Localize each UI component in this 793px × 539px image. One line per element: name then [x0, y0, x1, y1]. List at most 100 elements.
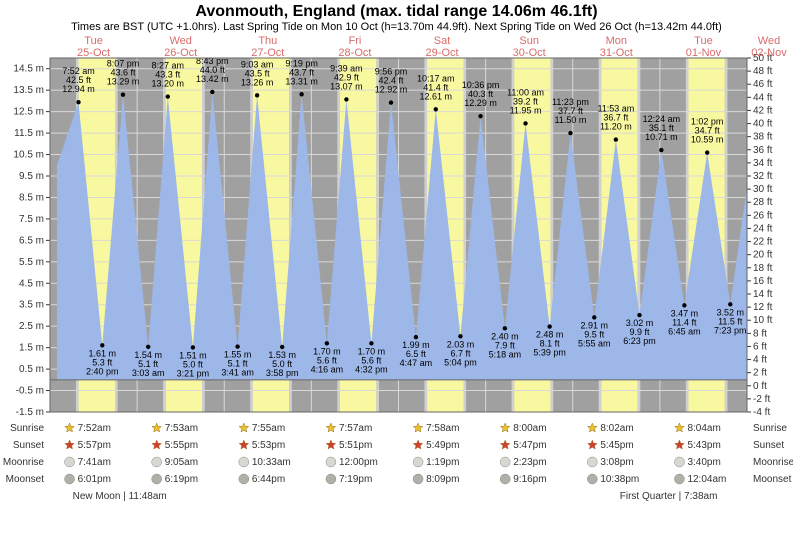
high-tide-point	[166, 94, 170, 98]
day-dow: Thu	[258, 35, 277, 47]
footer-value: 5:51pm	[339, 440, 372, 451]
tide-label: 7:23 pm	[714, 325, 747, 335]
footer-value: 7:55am	[252, 423, 285, 434]
footer-row-label: Moonrise	[3, 457, 45, 468]
tide-label: 5:04 pm	[444, 357, 477, 367]
tide-label: 11.50 m	[555, 115, 587, 125]
tide-label: 4:32 pm	[355, 364, 388, 374]
moonrise-icon	[152, 457, 162, 467]
low-tide-point	[728, 302, 732, 306]
y-left-tick: 3.5 m	[19, 300, 44, 311]
footer-row-label: Sunrise	[10, 423, 44, 434]
footer-value: 10:33am	[252, 457, 291, 468]
sunset-icon	[675, 440, 685, 449]
y-right-tick: 34 ft	[753, 158, 773, 169]
tide-label: 5:55 am	[578, 338, 611, 348]
low-tide-point	[146, 345, 150, 349]
day-date: 29-Oct	[426, 47, 459, 59]
sunrise-icon	[152, 423, 162, 432]
low-tide-point	[547, 324, 551, 328]
footer-value: 5:47pm	[513, 440, 546, 451]
footer-value: 3:40pm	[687, 457, 720, 468]
low-tide-point	[503, 326, 507, 330]
y-left-tick: 6.5 m	[19, 235, 44, 246]
footer-value: 5:57pm	[78, 440, 111, 451]
moonset-icon	[674, 474, 684, 484]
footer-value: 8:04am	[687, 423, 720, 434]
y-left-tick: 13.5 m	[13, 85, 44, 96]
y-right-tick: -4 ft	[753, 407, 770, 418]
footer-value: 7:52am	[78, 423, 111, 434]
y-right-tick: 22 ft	[753, 237, 773, 248]
sunrise-icon	[413, 423, 423, 432]
tide-label: 11.20 m	[600, 122, 632, 132]
tide-label: 3:58 pm	[266, 368, 299, 378]
tide-label: 3:41 am	[221, 368, 254, 378]
y-left-tick: 2.5 m	[19, 321, 44, 332]
y-left-tick: 4.5 m	[19, 278, 44, 289]
y-left-tick: 1.5 m	[19, 343, 44, 354]
low-tide-point	[325, 341, 329, 345]
y-left-tick: -1.5 m	[16, 407, 44, 418]
sunrise-icon	[500, 423, 510, 432]
tide-label: 10.71 m	[645, 132, 678, 142]
high-tide-point	[568, 131, 572, 135]
y-left-tick: 5.5 m	[19, 257, 44, 268]
day-dow: Fri	[349, 35, 362, 47]
day-date: 01-Nov	[686, 47, 722, 59]
y-right-tick: 6 ft	[753, 341, 767, 352]
y-right-tick: 38 ft	[753, 132, 773, 143]
low-tide-point	[414, 335, 418, 339]
footer-value: 3:08pm	[600, 457, 633, 468]
tide-label: 13.20 m	[152, 79, 185, 89]
moonset-icon	[500, 474, 510, 484]
footer-value: 8:09pm	[426, 474, 459, 485]
high-tide-point	[255, 93, 259, 97]
y-right-tick: 28 ft	[753, 197, 773, 208]
y-right-tick: 20 ft	[753, 250, 773, 261]
footer-value: 6:01pm	[78, 474, 111, 485]
tide-label: 12.29 m	[464, 98, 497, 108]
tide-label: 4:16 am	[311, 364, 344, 374]
low-tide-point	[191, 345, 195, 349]
footer-value: 8:02am	[600, 423, 633, 434]
moonrise-icon	[500, 457, 510, 467]
sunset-icon	[588, 440, 598, 449]
y-right-tick: 24 ft	[753, 223, 773, 234]
low-tide-point	[458, 334, 462, 338]
high-tide-point	[659, 148, 663, 152]
y-right-tick: 18 ft	[753, 263, 773, 274]
moonset-icon	[152, 474, 162, 484]
low-tide-point	[280, 345, 284, 349]
footer-value: 5:45pm	[600, 440, 633, 451]
y-right-tick: 46 ft	[753, 79, 773, 90]
y-right-tick: 4 ft	[753, 355, 767, 366]
footer-row-label: Sunset	[753, 440, 784, 451]
day-date: 30-Oct	[513, 47, 546, 59]
low-tide-point	[235, 344, 239, 348]
footer-value: 5:43pm	[687, 440, 720, 451]
y-right-tick: 26 ft	[753, 210, 773, 221]
footer-value: 5:53pm	[252, 440, 285, 451]
y-right-tick: 32 ft	[753, 171, 773, 182]
moonset-icon	[326, 474, 336, 484]
high-tide-point	[121, 92, 125, 96]
y-right-tick: 2 ft	[753, 368, 767, 379]
sunrise-icon	[675, 423, 685, 432]
footer-value: 6:19pm	[165, 474, 198, 485]
moonrise-icon	[587, 457, 597, 467]
y-left-tick: 0.5 m	[19, 364, 44, 375]
moonset-icon	[587, 474, 597, 484]
high-tide-point	[478, 114, 482, 118]
high-tide-point	[299, 92, 303, 96]
y-right-tick: 42 ft	[753, 105, 773, 116]
y-right-tick: 16 ft	[753, 276, 773, 287]
footer-value: 8:00am	[513, 423, 546, 434]
low-tide-point	[637, 313, 641, 317]
tide-label: 6:45 am	[668, 326, 701, 336]
day-dow: Sat	[434, 35, 451, 47]
footer-value: 6:44pm	[252, 474, 285, 485]
sunset-icon	[65, 440, 75, 449]
y-right-tick: 8 ft	[753, 328, 767, 339]
y-right-tick: 12 ft	[753, 302, 773, 313]
